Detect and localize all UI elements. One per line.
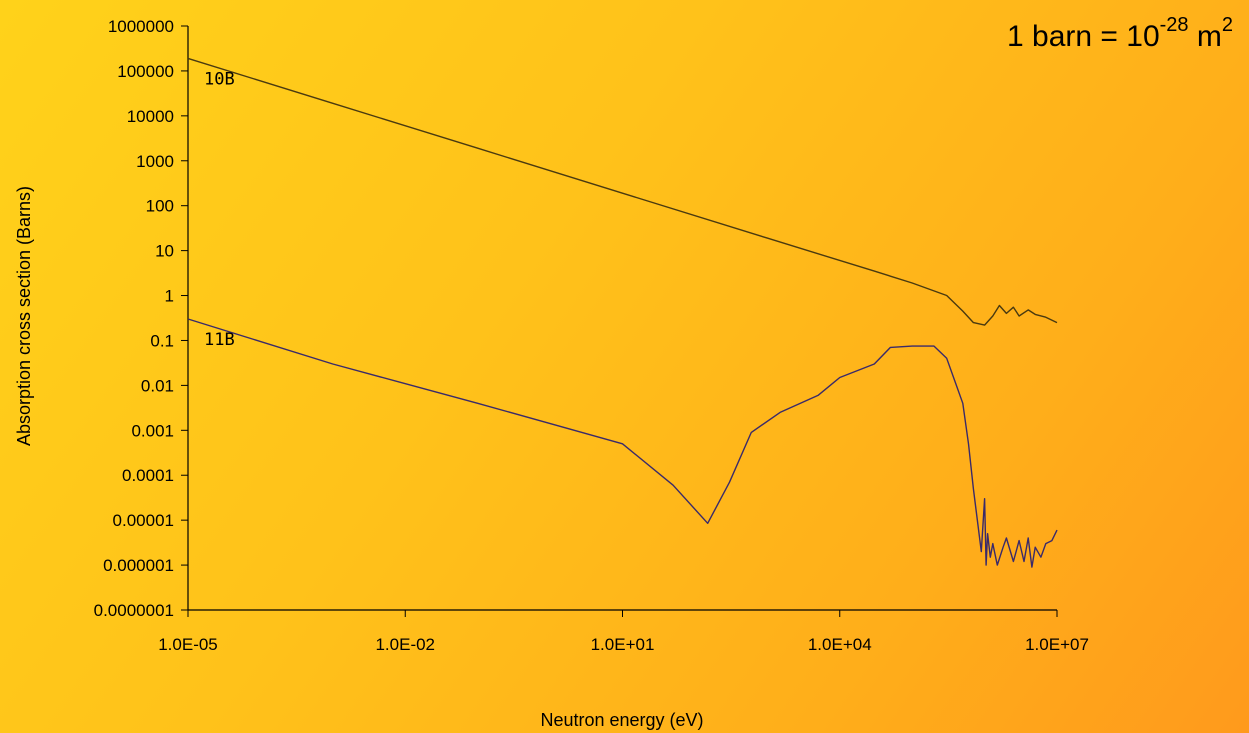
y-tick-label: 0.001 [131, 421, 174, 440]
note-exponent: -28 [1159, 14, 1189, 36]
x-ticks: 1.0E-05 1.0E-02 1.0E+01 1.0E+04 1.0E+07 [158, 610, 1089, 654]
series-label-10B: 10B [204, 69, 235, 89]
series-labels: 10B 11B [204, 69, 235, 350]
y-tick-label: 0.000001 [103, 556, 174, 575]
note-unit-exponent: 2 [1221, 14, 1233, 36]
y-tick-label: 0.1 [150, 331, 174, 350]
barn-conversion-note: 1 barn = 10-28 m2 [1007, 14, 1233, 54]
y-tick-label: 1 [165, 287, 174, 306]
y-tick-label: 0.0000001 [94, 601, 174, 620]
note-prefix: 1 barn = 10 [1007, 20, 1160, 53]
series-label-11B: 11B [204, 330, 235, 350]
y-tick-label: 0.00001 [113, 511, 174, 530]
y-tick-label: 10000 [127, 107, 174, 126]
x-tick-label: 1.0E+07 [1025, 635, 1089, 654]
x-tick-label: 1.0E-02 [375, 635, 435, 654]
x-tick-label: 1.0E-05 [158, 635, 218, 654]
y-tick-label: 0.0001 [122, 466, 174, 485]
y-ticks: 1000000 100000 10000 1000 100 10 1 0.1 0.01 0.001… [94, 17, 188, 620]
y-tick-label: 1000000 [108, 17, 174, 36]
y-axis-title: Absorption cross section (Barns) [14, 186, 34, 446]
series-lines [187, 57, 1058, 568]
note-unit: m [1188, 20, 1222, 53]
series-line-11B [187, 318, 1058, 568]
y-tick-label: 0.01 [141, 376, 174, 395]
x-tick-label: 1.0E+01 [591, 635, 655, 654]
y-tick-label: 10 [155, 242, 174, 261]
y-tick-label: 100000 [117, 62, 174, 81]
axes [187, 26, 1057, 611]
x-tick-label: 1.0E+04 [808, 635, 872, 654]
y-tick-label: 100 [146, 197, 174, 216]
y-tick-label: 1000 [136, 152, 174, 171]
series-line-10B [187, 57, 1058, 326]
x-axis-title: Neutron energy (eV) [540, 710, 703, 730]
